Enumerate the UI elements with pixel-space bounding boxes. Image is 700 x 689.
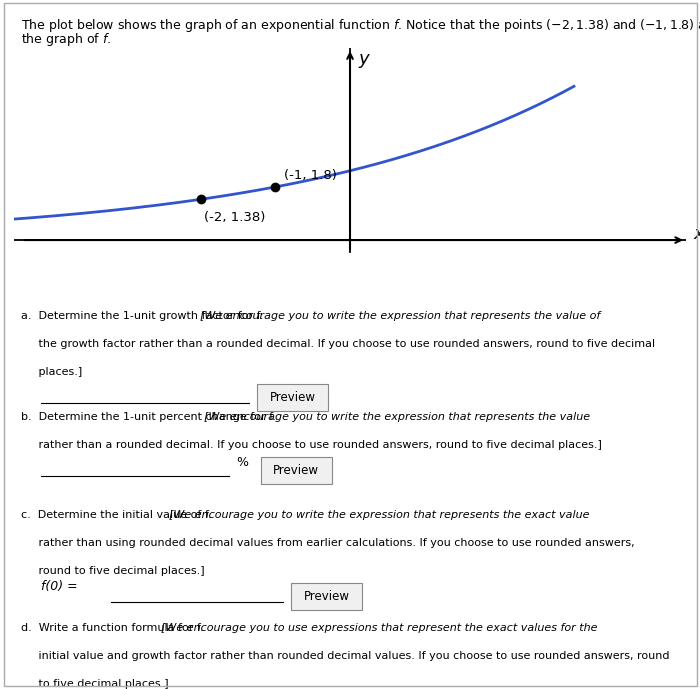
- FancyBboxPatch shape: [260, 457, 332, 484]
- Text: [We encourage you to write the expression that represents the value: [We encourage you to write the expressio…: [204, 412, 590, 422]
- FancyBboxPatch shape: [291, 583, 362, 610]
- Text: y: y: [358, 50, 369, 68]
- Text: b.  Determine the 1-unit percent change for f.: b. Determine the 1-unit percent change f…: [21, 412, 279, 422]
- Text: The plot below shows the graph of an exponential function $f$. Notice that the p: The plot below shows the graph of an exp…: [21, 17, 700, 34]
- Text: x: x: [694, 225, 700, 243]
- Text: places.]: places.]: [21, 367, 82, 377]
- Text: rather than using rounded decimal values from earlier calculations. If you choos: rather than using rounded decimal values…: [21, 538, 634, 548]
- Text: [We encourage you to use expressions that represent the exact values for the: [We encourage you to use expressions tha…: [161, 623, 598, 633]
- Text: [We encourage you to write the expression that represents the exact value: [We encourage you to write the expressio…: [169, 510, 589, 520]
- Text: %: %: [236, 456, 248, 469]
- FancyBboxPatch shape: [258, 384, 328, 411]
- Text: [We encourage you to write the expression that represents the value of: [We encourage you to write the expressio…: [200, 311, 601, 321]
- Text: f(0) =: f(0) =: [41, 579, 78, 593]
- Text: the growth factor rather than a rounded decimal. If you choose to use rounded an: the growth factor rather than a rounded …: [21, 339, 654, 349]
- Text: Preview: Preview: [270, 391, 316, 404]
- Text: (-2, 1.38): (-2, 1.38): [204, 211, 266, 223]
- Text: Preview: Preview: [273, 464, 319, 477]
- Text: the graph of $f$.: the graph of $f$.: [21, 31, 111, 48]
- Text: to five decimal places.]: to five decimal places.]: [21, 679, 168, 689]
- Text: initial value and growth factor rather than rounded decimal values. If you choos: initial value and growth factor rather t…: [21, 651, 669, 661]
- Text: rather than a rounded decimal. If you choose to use rounded answers, round to fi: rather than a rounded decimal. If you ch…: [21, 440, 601, 451]
- Text: c.  Determine the initial value of f.: c. Determine the initial value of f.: [21, 510, 215, 520]
- Text: round to five decimal places.]: round to five decimal places.]: [21, 566, 204, 576]
- Text: Preview: Preview: [304, 590, 349, 603]
- Text: (-1, 1.8): (-1, 1.8): [284, 169, 337, 182]
- Text: a.  Determine the 1-unit growth factor for f.: a. Determine the 1-unit growth factor fo…: [21, 311, 267, 321]
- Text: d.  Write a function formula for f.: d. Write a function formula for f.: [21, 623, 207, 633]
